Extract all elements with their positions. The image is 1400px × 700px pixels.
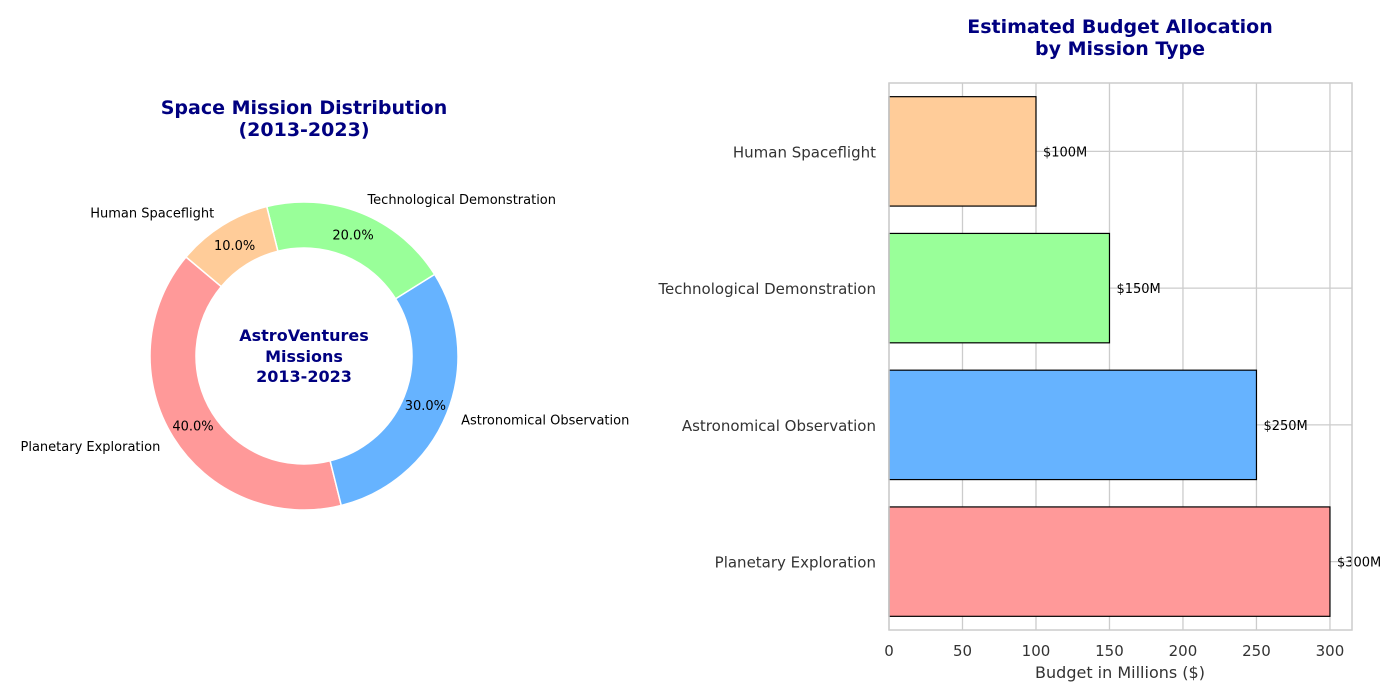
donut-chart: Space Mission Distribution (2013-2023) 4… — [21, 97, 630, 510]
bar-astronomical-observation — [889, 370, 1256, 479]
donut-center-line-3: 2013-2023 — [256, 367, 352, 386]
donut-center-line-2: Missions — [265, 347, 343, 366]
bar-value-technological-demonstration: $150M — [1116, 282, 1160, 297]
donut-pct-technological-demonstration: 20.0% — [332, 229, 373, 244]
bar-chart: Estimated Budget Allocation by Mission T… — [657, 16, 1381, 682]
x-tick-label-300: 300 — [1316, 642, 1345, 660]
bar-technological-demonstration — [889, 233, 1109, 342]
x-tick-label-0: 0 — [884, 642, 894, 660]
donut-pct-astronomical-observation: 30.0% — [405, 399, 446, 414]
bar-value-human-spaceflight: $100M — [1043, 145, 1087, 160]
donut-label-human-spaceflight: Human Spaceflight — [90, 206, 214, 221]
donut-slice-technological-demonstration — [267, 202, 435, 299]
bar-human-spaceflight — [889, 97, 1036, 206]
donut-label-technological-demonstration: Technological Demonstration — [366, 193, 556, 208]
x-tick-label-100: 100 — [1022, 642, 1051, 660]
donut-label-planetary-exploration: Planetary Exploration — [21, 440, 161, 455]
donut-pct-human-spaceflight: 10.0% — [214, 239, 255, 254]
bar-value-planetary-exploration: $300M — [1337, 556, 1381, 571]
bar-planetary-exploration — [889, 507, 1330, 616]
donut-title-line-1: Space Mission Distribution — [161, 97, 447, 119]
bar-tick-labels: 0 50 100 150 200 250 300 — [884, 642, 1344, 660]
y-tick-label-astronomical-observation: Astronomical Observation — [682, 417, 876, 435]
donut-center-line-1: AstroVentures — [239, 326, 369, 345]
x-tick-label-150: 150 — [1095, 642, 1124, 660]
x-tick-label-50: 50 — [953, 642, 972, 660]
y-tick-label-planetary-exploration: Planetary Exploration — [715, 554, 876, 572]
donut-slice-astronomical-observation — [330, 274, 458, 505]
y-tick-label-technological-demonstration: Technological Demonstration — [657, 280, 876, 298]
x-tick-label-200: 200 — [1169, 642, 1198, 660]
donut-pct-planetary-exploration: 40.0% — [172, 419, 213, 434]
donut-title-line-2: (2013-2023) — [238, 119, 369, 141]
bar-title-line-1: Estimated Budget Allocation — [967, 16, 1273, 38]
bar-category-labels: Planetary Exploration Astronomical Observ… — [657, 143, 876, 571]
x-axis-label: Budget in Millions ($) — [1035, 663, 1205, 682]
donut-label-astronomical-observation: Astronomical Observation — [461, 413, 629, 428]
x-tick-label-250: 250 — [1242, 642, 1271, 660]
y-tick-label-human-spaceflight: Human Spaceflight — [733, 143, 876, 161]
bar-value-astronomical-observation: $250M — [1263, 419, 1307, 434]
bar-title-line-2: by Mission Type — [1035, 38, 1205, 60]
